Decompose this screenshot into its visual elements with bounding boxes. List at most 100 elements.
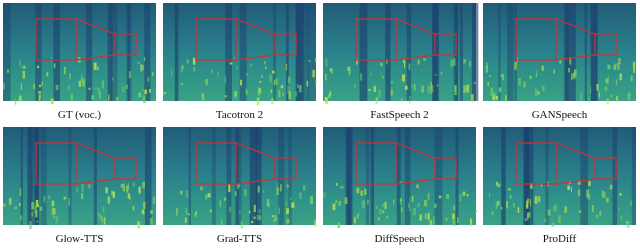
harmonic [140, 64, 144, 71]
harmonic [121, 86, 125, 93]
harmonic [616, 95, 618, 102]
harmonic [419, 214, 422, 221]
spectrogram-gap [580, 127, 589, 225]
harmonic [335, 199, 337, 204]
spectrogram-gap [211, 127, 216, 225]
harmonic [390, 80, 394, 84]
harmonic [534, 196, 538, 204]
spectrogram-gap [301, 3, 310, 101]
harmonic [50, 98, 54, 105]
harmonic [217, 71, 219, 78]
harmonic [18, 95, 22, 102]
zoom-line [395, 178, 436, 185]
harmonic [427, 85, 430, 94]
harmonic [274, 214, 276, 221]
spectrogram [163, 3, 316, 101]
harmonic [6, 69, 10, 73]
harmonic [473, 82, 477, 85]
harmonic [354, 83, 356, 88]
harmonic [466, 194, 469, 197]
harmonic [8, 197, 12, 205]
harmonic [286, 218, 290, 224]
harmonic [125, 185, 129, 193]
harmonic [432, 216, 436, 225]
spectrogram-gap [236, 127, 239, 225]
zoom-box [355, 18, 397, 61]
harmonic [125, 84, 128, 89]
harmonic [250, 63, 252, 67]
spectrogram-gap [501, 127, 506, 225]
harmonic [328, 94, 331, 99]
harmonic [132, 205, 135, 211]
harmonic [34, 205, 38, 213]
spectrogram-gap [584, 3, 588, 101]
harmonic [108, 94, 110, 102]
harmonic [463, 59, 466, 64]
harmonic [105, 187, 108, 194]
harmonic [330, 68, 333, 74]
harmonic [529, 75, 532, 80]
panel-label: Grad-TTS [217, 233, 262, 245]
harmonic [258, 87, 262, 94]
harmonic [112, 77, 114, 81]
harmonic [299, 192, 302, 199]
harmonic [285, 64, 287, 71]
harmonic [256, 97, 260, 106]
zoom-box [515, 142, 557, 185]
harmonic [23, 65, 26, 69]
harmonic [517, 207, 520, 213]
zoom-box [515, 18, 557, 61]
harmonic [53, 208, 56, 215]
harmonic [259, 215, 262, 221]
harmonic [347, 66, 351, 72]
zoom-detail [594, 33, 617, 56]
harmonic [360, 190, 363, 196]
harmonic [43, 195, 46, 203]
harmonic [68, 197, 70, 206]
harmonic [577, 181, 581, 185]
harmonic [393, 199, 395, 205]
spectrogram [483, 3, 636, 101]
harmonic [152, 71, 154, 77]
harmonic [453, 205, 456, 211]
harmonic [96, 66, 99, 70]
harmonic [551, 222, 555, 227]
harmonic [525, 204, 529, 209]
harmonic [505, 95, 507, 101]
harmonic [275, 78, 278, 85]
harmonic [236, 66, 238, 69]
harmonic [111, 190, 114, 196]
harmonic [500, 74, 502, 77]
harmonic [48, 195, 51, 200]
harmonic [51, 200, 55, 207]
spectrogram-gap [278, 127, 285, 225]
zoom-line [395, 54, 436, 61]
panel-label: Glow-TTS [56, 233, 104, 245]
harmonic [53, 63, 56, 68]
spectrogram-gap [68, 127, 72, 225]
harmonic [402, 58, 405, 64]
harmonic [264, 61, 266, 65]
spectrogram-gap [631, 127, 637, 225]
harmonic [588, 95, 590, 104]
spectrogram-gap [107, 3, 113, 101]
harmonic [31, 211, 33, 217]
harmonic [36, 220, 39, 223]
harmonic [555, 204, 558, 212]
harmonic [192, 57, 196, 65]
harmonic [234, 191, 237, 196]
harmonic [264, 66, 267, 70]
harmonic [219, 200, 222, 207]
zoom-detail [434, 157, 457, 180]
harmonic [457, 217, 459, 224]
harmonic [427, 192, 430, 201]
spectrogram-gap [459, 3, 463, 101]
harmonic [508, 188, 511, 191]
harmonic [280, 85, 284, 89]
harmonic [184, 217, 187, 223]
spectrogram-gap [295, 3, 303, 101]
harmonic [378, 89, 381, 98]
harmonic [224, 76, 226, 84]
harmonic [459, 193, 462, 202]
